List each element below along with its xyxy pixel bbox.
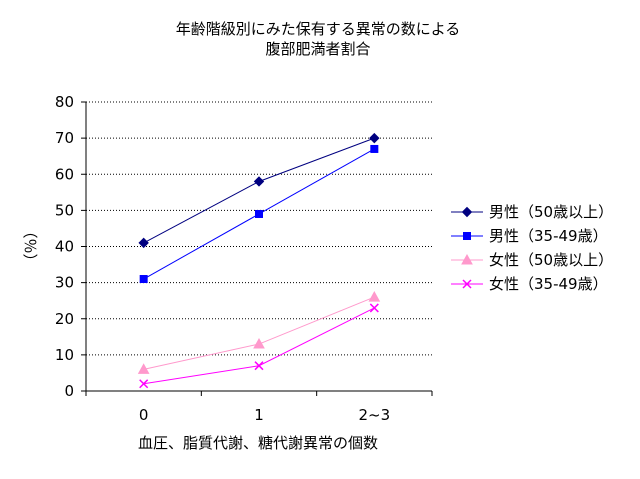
legend-label: 女性（35-49歳） bbox=[489, 275, 608, 293]
series-4 bbox=[139, 303, 379, 389]
x-tick-label: 2~3 bbox=[359, 406, 391, 424]
legend-label: 男性（35-49歳） bbox=[489, 227, 608, 245]
data-point bbox=[253, 176, 265, 187]
chart-title-line-1: 年齢階級別にみた保有する異常の数による bbox=[176, 20, 461, 38]
data-point bbox=[255, 209, 263, 218]
y-tick-label: 20 bbox=[55, 310, 74, 328]
y-tick-label: 80 bbox=[55, 93, 74, 111]
data-point bbox=[138, 237, 149, 249]
legend-marker bbox=[463, 232, 471, 240]
data-point bbox=[253, 338, 265, 349]
data-point bbox=[139, 379, 149, 389]
data-point bbox=[368, 291, 381, 302]
series-line bbox=[143, 137, 375, 244]
chart-title: 年齢階級別にみた保有する異常の数による 腹部肥満者割合 bbox=[176, 20, 461, 58]
y-tick-labels: 0 10 20 30 40 50 60 70 80 bbox=[55, 93, 74, 400]
data-point bbox=[254, 361, 264, 371]
data-point bbox=[137, 363, 150, 374]
y-tick-label: 60 bbox=[55, 165, 74, 183]
legend-item: 男性（50歳以上） bbox=[451, 203, 613, 221]
x-axis-label: 血圧、脂質代謝、糖代謝異常の個数 bbox=[138, 434, 378, 452]
legend-item: 男性（35-49歳） bbox=[451, 227, 608, 245]
y-tick-label: 10 bbox=[55, 346, 74, 364]
series-3 bbox=[137, 291, 381, 374]
legend-item: 女性（50歳以上） bbox=[451, 251, 613, 269]
y-tick-label: 40 bbox=[55, 238, 74, 256]
data-point bbox=[369, 303, 379, 313]
legend-marker bbox=[461, 206, 473, 218]
data-point bbox=[370, 144, 379, 153]
series-2 bbox=[139, 144, 379, 284]
data-point bbox=[139, 275, 148, 284]
axes bbox=[81, 101, 433, 396]
legend-marker bbox=[461, 253, 473, 265]
y-axis-label: （％） bbox=[22, 223, 40, 268]
legend: 男性（50歳以上） 男性（35-49歳） 女性（50歳以上） 女性（35-49歳） bbox=[451, 203, 613, 293]
grid-lines bbox=[86, 101, 432, 356]
y-tick-label: 70 bbox=[55, 129, 74, 147]
legend-item: 女性（35-49歳） bbox=[451, 275, 608, 293]
series-layer bbox=[137, 132, 381, 389]
x-tick-labels: 0 1 2~3 bbox=[139, 406, 390, 424]
chart-title-line-2: 腹部肥満者割合 bbox=[265, 40, 370, 58]
y-tick-label: 0 bbox=[64, 382, 74, 400]
series-line bbox=[143, 296, 375, 370]
legend-label: 女性（50歳以上） bbox=[489, 251, 613, 269]
series-1 bbox=[138, 132, 380, 249]
x-tick-label: 1 bbox=[254, 406, 264, 424]
y-tick-label: 50 bbox=[55, 201, 74, 219]
x-tick-label: 0 bbox=[139, 406, 149, 424]
legend-label: 男性（50歳以上） bbox=[489, 203, 613, 221]
data-point bbox=[369, 132, 380, 144]
y-tick-label: 30 bbox=[55, 274, 74, 292]
legend-marker bbox=[462, 279, 472, 289]
